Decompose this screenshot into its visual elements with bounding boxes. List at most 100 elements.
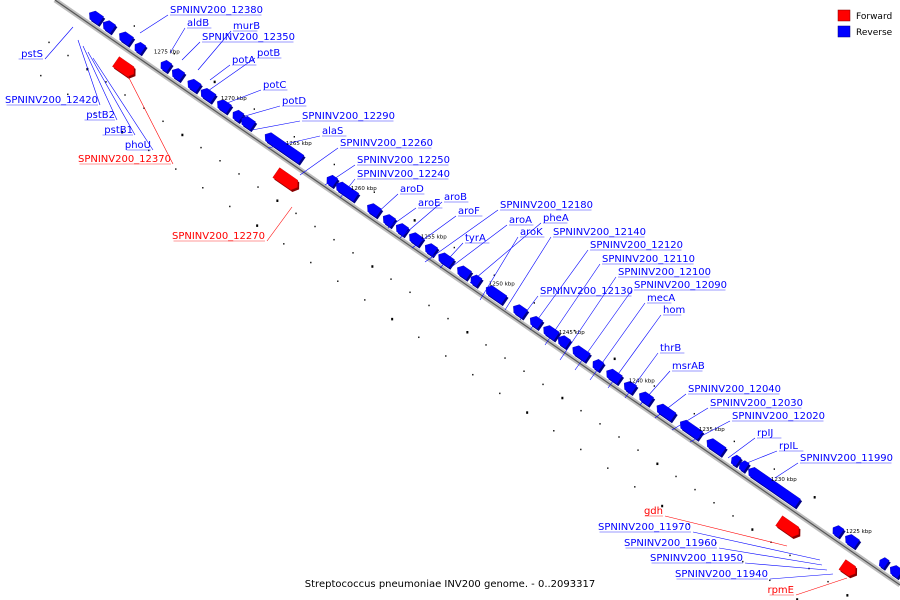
tick-label: 1240 kbp — [629, 379, 655, 385]
label-leader — [664, 515, 788, 547]
gene-label-arod: aroD — [400, 184, 424, 195]
label-leader — [237, 105, 281, 119]
gene-label-spninv200-12120: SPNINV200_12120 — [590, 240, 683, 251]
gc-dot — [733, 440, 735, 443]
gene-label-spninv200-12350: SPNINV200_12350 — [202, 32, 295, 43]
gene-label-spninv200-11990: SPNINV200_11990 — [800, 453, 893, 464]
gc-dot — [148, 149, 150, 152]
reverse-gene-block — [832, 525, 845, 538]
gc-dot — [105, 81, 107, 83]
gc-dot — [773, 468, 775, 470]
gene-label-aroe: aroE — [418, 198, 440, 209]
gc-dot — [390, 278, 392, 280]
label-leader — [574, 289, 633, 371]
gc-dot — [769, 579, 771, 582]
gc-dot — [472, 373, 474, 376]
gene-label-msrab: msrAB — [672, 361, 705, 372]
gene-label-meca: mecA — [647, 293, 675, 304]
gc-dot — [715, 542, 717, 544]
forward-gene-block — [775, 515, 800, 538]
gc-dot — [846, 594, 849, 597]
gc-dot — [175, 168, 177, 170]
gc-dot — [173, 52, 175, 55]
reverse-gene-block — [264, 132, 305, 164]
reverse-gene-block — [485, 285, 508, 305]
gc-dot — [391, 317, 394, 321]
gene-label-spninv200-12250: SPNINV200_12250 — [357, 155, 450, 166]
gene-label-potc: potC — [263, 80, 286, 91]
gc-dot — [314, 225, 316, 228]
gene-label-spninv200-12180: SPNINV200_12180 — [500, 200, 593, 211]
label-leader — [374, 193, 399, 216]
reverse-gene-block — [543, 325, 560, 341]
reverse-gene-block — [878, 557, 890, 570]
label-leader — [251, 120, 301, 131]
gc-dot — [94, 112, 96, 114]
gc-dot — [162, 120, 164, 123]
tick-label: 1265 kbp — [286, 141, 312, 147]
gene-label-spninv200-12370: SPNINV200_12370 — [78, 154, 171, 165]
gene-label-spninv200-11970: SPNINV200_11970 — [598, 522, 691, 533]
gc-dot — [48, 41, 50, 44]
label-leader — [639, 370, 671, 406]
label-leader — [324, 164, 356, 186]
label-leader — [169, 27, 186, 54]
label-leader — [654, 393, 687, 419]
gc-dot — [732, 515, 734, 517]
label-leader — [519, 295, 539, 321]
reverse-gene-block — [367, 203, 383, 218]
gc-dot — [580, 409, 582, 412]
gene-label-arok: aroK — [520, 227, 543, 238]
label-leader — [204, 57, 256, 94]
gc-dot — [445, 355, 447, 357]
gene-label-phou: phoU — [125, 140, 151, 151]
gene-label-rpil: rpIL — [779, 441, 798, 452]
gene-label-potb: potB — [257, 48, 280, 59]
label-leader — [197, 30, 232, 71]
gene-label-rpme: rpmE — [767, 585, 794, 596]
gc-dot — [453, 246, 455, 249]
gene-label-spninv200-12290: SPNINV200_12290 — [302, 111, 395, 122]
gc-dot — [133, 25, 135, 27]
gene-label-spninv200-12270: SPNINV200_12270 — [172, 231, 265, 242]
gc-dot — [607, 467, 609, 469]
gc-dot — [428, 304, 430, 307]
tick-label: 1250 kbp — [489, 282, 515, 288]
gc-dot — [337, 280, 339, 282]
label-leader — [44, 26, 74, 60]
gc-dot — [675, 475, 677, 478]
gene-label-gdh: gdh — [644, 506, 663, 517]
label-leader — [718, 547, 823, 566]
forward-gene-block — [272, 167, 298, 191]
reverse-gene-block — [119, 31, 135, 46]
reverse-gene-block — [623, 381, 638, 395]
tick-label: 1275 kbp — [154, 50, 180, 56]
gc-dot — [504, 357, 506, 359]
legend-forward-label: Forward — [856, 12, 892, 22]
gc-dot — [276, 199, 279, 202]
reverse-gene-block — [438, 252, 455, 269]
gc-dot — [613, 357, 616, 361]
label-leader — [479, 236, 519, 301]
gc-dot — [333, 238, 335, 241]
gene-label-spninv200-12110: SPNINV200_12110 — [602, 254, 695, 265]
gc-dot — [693, 412, 695, 415]
gc-dot — [213, 80, 216, 84]
label-leader — [624, 352, 659, 399]
label-leader — [387, 207, 417, 229]
gc-dot — [364, 299, 366, 301]
gene-label-tyra: tyrA — [465, 233, 486, 244]
gc-dot — [713, 502, 715, 504]
label-leader — [92, 57, 154, 151]
label-leader-lines — [6, 14, 892, 596]
gene-label-spninv200-11940: SPNINV200_11940 — [675, 569, 768, 580]
label-leader — [727, 437, 756, 459]
gc-dot — [526, 411, 529, 414]
gc-dot — [238, 173, 240, 175]
reverse-gene-block — [336, 181, 360, 202]
gc-dot — [86, 67, 89, 71]
reverse-gene-block — [639, 391, 655, 406]
gc-dot — [371, 265, 374, 268]
gc-dot — [694, 488, 696, 491]
gc-dot — [533, 302, 535, 304]
